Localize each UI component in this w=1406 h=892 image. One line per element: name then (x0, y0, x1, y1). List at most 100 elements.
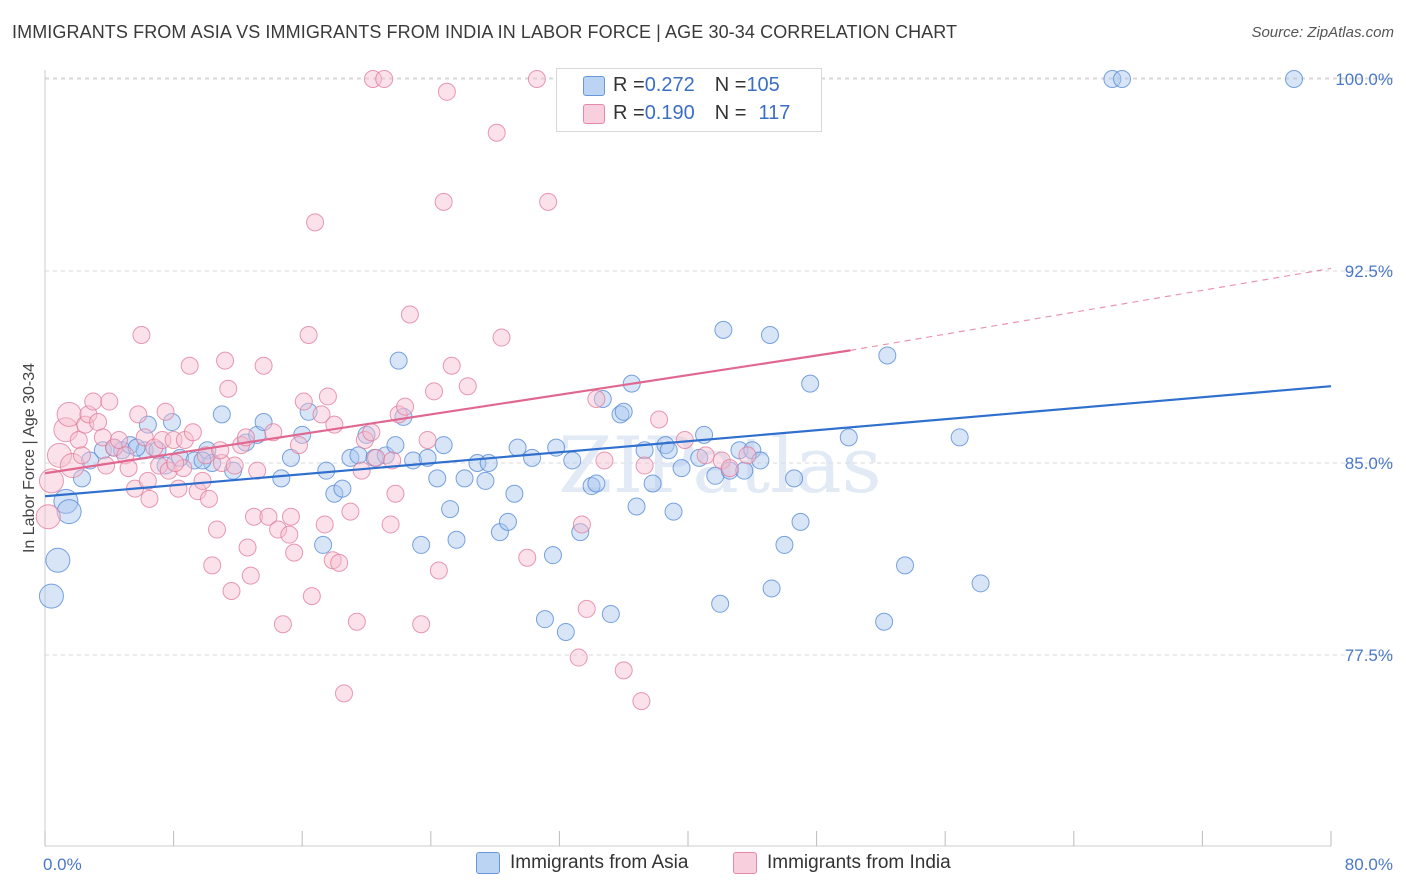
india-point (150, 456, 169, 475)
india-trend-extension (850, 267, 1332, 351)
india-point (244, 507, 263, 526)
india-point (203, 556, 222, 575)
india-point (696, 446, 715, 465)
trend-lines (44, 267, 1332, 498)
india-point (587, 390, 606, 408)
asia-point (563, 451, 582, 470)
asia-point (389, 351, 408, 370)
india-point (738, 446, 757, 465)
asia-point (627, 497, 646, 516)
india-point (720, 459, 739, 478)
india-point (280, 525, 299, 544)
india-point (156, 402, 175, 421)
india-point (492, 328, 511, 347)
india-point (400, 305, 419, 324)
india-point (289, 436, 308, 455)
legend-swatch-asia (476, 852, 500, 874)
asia-point (272, 469, 291, 488)
india-point (208, 520, 227, 539)
india-point (577, 599, 596, 618)
india-point (180, 356, 199, 375)
asia-point (386, 436, 405, 455)
asia-point (760, 326, 779, 344)
asia-point (571, 523, 590, 542)
x-tick-label: 0.0% (43, 855, 82, 874)
india-point (109, 430, 128, 449)
asia-point (582, 477, 601, 496)
legend-r-value: 0.272 (644, 73, 695, 96)
series-asia-points (38, 70, 1304, 641)
india-point (383, 451, 402, 470)
asia-point (896, 556, 915, 575)
y-tick-label: 100.0% (1335, 70, 1393, 89)
asia-point (656, 436, 675, 455)
india-point (59, 453, 85, 479)
asia-point (785, 469, 804, 488)
asia-point (601, 605, 620, 624)
india-point (199, 489, 218, 508)
asia-point (434, 436, 453, 455)
india-point (367, 448, 386, 467)
india-point (595, 451, 614, 470)
india-point (72, 446, 91, 465)
india-point (225, 456, 244, 475)
india-point (216, 351, 235, 370)
legend-row-india: R = 0.190 N = 117 (583, 101, 791, 125)
legend-r-label: R = (613, 101, 645, 124)
asia-point (593, 390, 612, 408)
india-point (458, 377, 477, 396)
india-point (442, 356, 461, 375)
y-axis-label: In Labor Force | Age 30-34 (21, 363, 38, 553)
tick-labels: 77.5% 85.0% 92.5% 100.0% 0.0% 80.0% (43, 70, 1393, 874)
india-point (285, 543, 304, 562)
india-point (38, 468, 64, 494)
source-credit: Source: ZipAtlas.com (1251, 24, 1394, 41)
asia-point (455, 469, 474, 488)
asia-point (878, 346, 897, 365)
india-point (572, 515, 591, 534)
asia-point (543, 546, 562, 565)
legend-n-value: 117 (758, 101, 791, 124)
asia-point (706, 466, 725, 485)
india-point (138, 471, 157, 490)
asia-point (587, 474, 606, 493)
legend-r-value: 0.190 (644, 101, 695, 124)
asia-point (1285, 70, 1304, 88)
asia-point (93, 441, 112, 460)
india-point (518, 548, 537, 567)
india-point (412, 615, 431, 634)
legend-swatch-india (733, 852, 757, 874)
india-point (183, 423, 202, 442)
legend-n-value: 105 (746, 73, 780, 96)
asia-point (498, 512, 517, 531)
asia-point (314, 535, 333, 554)
asia-point (212, 405, 231, 424)
india-point (238, 538, 257, 557)
india-point (312, 405, 331, 424)
india-point (259, 507, 278, 526)
india-point (56, 401, 82, 427)
asia-point (476, 471, 495, 490)
asia-point (672, 459, 691, 478)
india-point (269, 520, 288, 539)
india-point (241, 566, 260, 585)
y-tick-label: 77.5% (1345, 646, 1393, 665)
india-point (614, 661, 633, 680)
india-point (632, 692, 651, 711)
india-point (159, 461, 178, 480)
asia-point (711, 594, 730, 613)
india-point (299, 326, 318, 344)
india-point (306, 213, 325, 232)
asia-point (801, 374, 820, 393)
india-point (315, 515, 334, 534)
india-point (35, 504, 61, 530)
asia-point (447, 530, 466, 549)
india-point (386, 484, 405, 503)
india-point (89, 413, 108, 432)
india-point (355, 430, 374, 449)
y-tick-label: 85.0% (1345, 454, 1393, 473)
x-tick-label: 80.0% (1345, 855, 1393, 874)
y-tick-label: 92.5% (1345, 262, 1393, 281)
legend-swatch-asia (583, 76, 605, 96)
india-point (166, 454, 185, 472)
